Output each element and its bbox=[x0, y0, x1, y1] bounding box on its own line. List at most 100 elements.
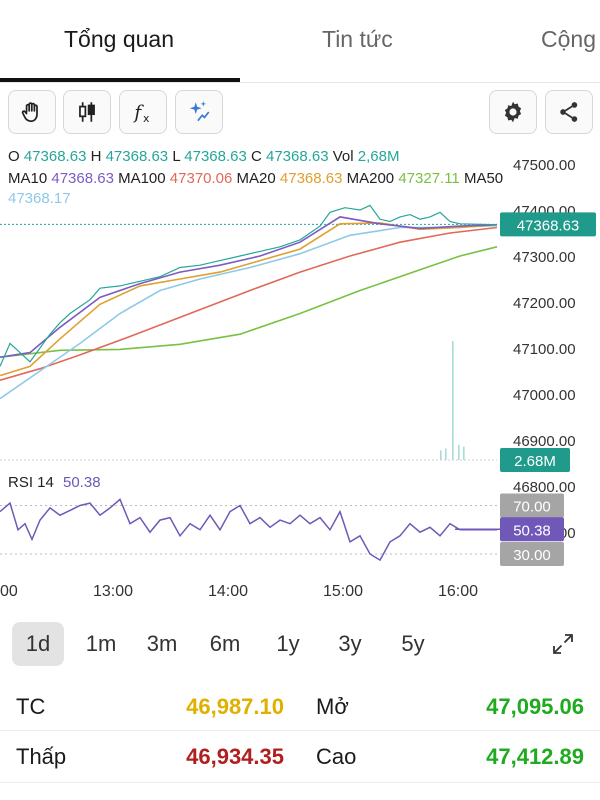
expand-button[interactable] bbox=[540, 622, 586, 666]
x-tick-label: 00 bbox=[0, 583, 18, 600]
gear-icon bbox=[504, 101, 522, 123]
series-ma10 bbox=[0, 216, 498, 358]
range-1m[interactable]: 1m bbox=[85, 631, 117, 656]
stat-label-high: Cao bbox=[316, 744, 357, 769]
stat-value-low: 46,934.35 bbox=[186, 744, 284, 769]
share-button[interactable] bbox=[545, 90, 593, 134]
legend-ma-key: MA200 bbox=[346, 170, 399, 187]
rsi-70-label: 70.00 bbox=[513, 499, 551, 516]
stat-label-open: Mở bbox=[316, 694, 349, 719]
rsi-legend-value: 50.38 bbox=[63, 474, 101, 491]
rsi-label: RSI 14 bbox=[8, 474, 54, 491]
legend-ma-value: 47327.11 bbox=[398, 170, 464, 187]
volume-bar bbox=[463, 446, 465, 460]
rsi-30-label: 30.00 bbox=[513, 547, 551, 564]
price-chart[interactable]: 47500.00 47400.00 47300.00 47200.00 47100.00… bbox=[0, 140, 600, 610]
legend-ma-value: 47368.63 bbox=[279, 170, 347, 187]
range-6m[interactable]: 6m bbox=[209, 631, 241, 656]
candlestick-icon bbox=[79, 102, 95, 122]
x-tick-label: 15:00 bbox=[323, 583, 363, 600]
stats-divider bbox=[0, 730, 600, 731]
settings-button[interactable] bbox=[489, 90, 537, 134]
series-ma200 bbox=[0, 246, 498, 358]
volume-tag-value: 2.68M bbox=[514, 453, 556, 470]
series-price bbox=[0, 204, 498, 367]
indicators-button[interactable]: f x bbox=[119, 90, 167, 134]
last-price-value: 47368.63 bbox=[517, 217, 580, 234]
range-5y[interactable]: 5y bbox=[401, 631, 425, 656]
range-3y[interactable]: 3y bbox=[338, 631, 362, 656]
range-1d[interactable]: 1d bbox=[12, 622, 64, 666]
legend-ma-value: 47368.63 bbox=[51, 170, 119, 187]
volume-bar bbox=[445, 448, 447, 460]
stats-row-1: TC 46,987.10 Mở 47,095.06 bbox=[0, 682, 600, 730]
ohlc-legend: O 47368.63 H 47368.63 L 47368.63 C 47368… bbox=[8, 148, 598, 165]
volume-tag bbox=[500, 448, 570, 472]
rsi-current-tag bbox=[500, 517, 564, 542]
legend-ma-key: MA50 bbox=[463, 170, 504, 187]
y-tick-label: 47200.00 bbox=[513, 295, 576, 312]
y-tick-label: 46800.00 bbox=[513, 479, 576, 496]
legend-ma-value: 47368.17 bbox=[8, 190, 71, 207]
series-ma20 bbox=[0, 222, 498, 377]
tab-overview[interactable]: Tổng quan bbox=[64, 26, 174, 52]
series-ma50 bbox=[0, 224, 498, 400]
series-ma100 bbox=[0, 226, 498, 381]
top-tab-bar: Tổng quan Tin tức Cộng bbox=[0, 0, 600, 83]
share-icon bbox=[560, 102, 578, 122]
sparkle-icon bbox=[189, 101, 210, 122]
rsi-70-tag bbox=[500, 493, 564, 518]
svg-text:x: x bbox=[143, 112, 150, 125]
chart-toolbar: f x bbox=[0, 88, 600, 138]
y-tick-label: 47300.00 bbox=[513, 249, 576, 266]
legend-key: H bbox=[90, 148, 106, 165]
y-tick-label: 47500.00 bbox=[513, 157, 576, 174]
x-tick-label: 14:00 bbox=[208, 583, 248, 600]
ma-legend-overflow: 47368.17 bbox=[8, 190, 598, 207]
price-stats: TC 46,987.10 Mở 47,095.06 Thấp 46,934.35… bbox=[0, 682, 600, 800]
stats-row-2: Thấp 46,934.35 Cao 47,412.89 bbox=[0, 732, 600, 780]
y-tick-label: 46900.00 bbox=[513, 433, 576, 450]
ma-legend: MA10 47368.63 MA100 47370.06 MA20 47368.… bbox=[8, 170, 598, 187]
y-tick-label: 47000.00 bbox=[513, 387, 576, 404]
stat-label-reference: TC bbox=[16, 694, 46, 719]
stat-value-high: 47,412.89 bbox=[486, 744, 584, 769]
range-selector: 1d 1m 3m 6m 1y 3y 5y bbox=[0, 618, 600, 674]
legend-ma-key: MA10 bbox=[8, 170, 52, 187]
function-icon: f x bbox=[132, 103, 150, 125]
legend-value: 47368.63 bbox=[266, 148, 333, 165]
legend-value: 47368.63 bbox=[105, 148, 173, 165]
rsi-30-tag bbox=[500, 542, 564, 566]
legend-value: 2,68M bbox=[357, 148, 400, 165]
tab-community[interactable]: Cộng bbox=[541, 26, 596, 52]
volume-bar bbox=[452, 340, 454, 460]
legend-key: C bbox=[251, 148, 266, 165]
volume-bar bbox=[440, 450, 442, 460]
legend-value: 47368.63 bbox=[23, 148, 91, 165]
chart-canvas[interactable]: 47500.0047400.0047300.0047200.0047100.00… bbox=[0, 140, 600, 610]
legend-ma-key: MA100 bbox=[118, 170, 170, 187]
legend-key: L bbox=[172, 148, 185, 165]
stat-value-open: 47,095.06 bbox=[486, 694, 584, 719]
hand-icon bbox=[21, 102, 38, 123]
y-tick-label: 47100.00 bbox=[513, 341, 576, 358]
legend-ma-key: MA20 bbox=[236, 170, 280, 187]
stat-value-reference: 46,987.10 bbox=[186, 694, 284, 719]
stats-divider bbox=[0, 782, 600, 783]
legend-value: 47368.63 bbox=[184, 148, 251, 165]
x-tick-label: 13:00 bbox=[93, 583, 133, 600]
ai-analysis-button[interactable] bbox=[175, 90, 223, 134]
volume-bar bbox=[458, 444, 460, 460]
range-1y[interactable]: 1y bbox=[276, 631, 300, 656]
hand-tool-button[interactable] bbox=[8, 90, 56, 134]
expand-icon bbox=[553, 634, 573, 654]
range-3m[interactable]: 3m bbox=[146, 631, 178, 656]
candlestick-button[interactable] bbox=[63, 90, 111, 134]
legend-key: Vol bbox=[332, 148, 358, 165]
rsi-current-value: 50.38 bbox=[513, 522, 551, 539]
tab-news[interactable]: Tin tức bbox=[322, 26, 393, 52]
legend-key: O bbox=[8, 148, 24, 165]
x-tick-label: 16:00 bbox=[438, 583, 478, 600]
stat-label-low: Thấp bbox=[16, 744, 67, 769]
rsi-line bbox=[0, 498, 497, 562]
